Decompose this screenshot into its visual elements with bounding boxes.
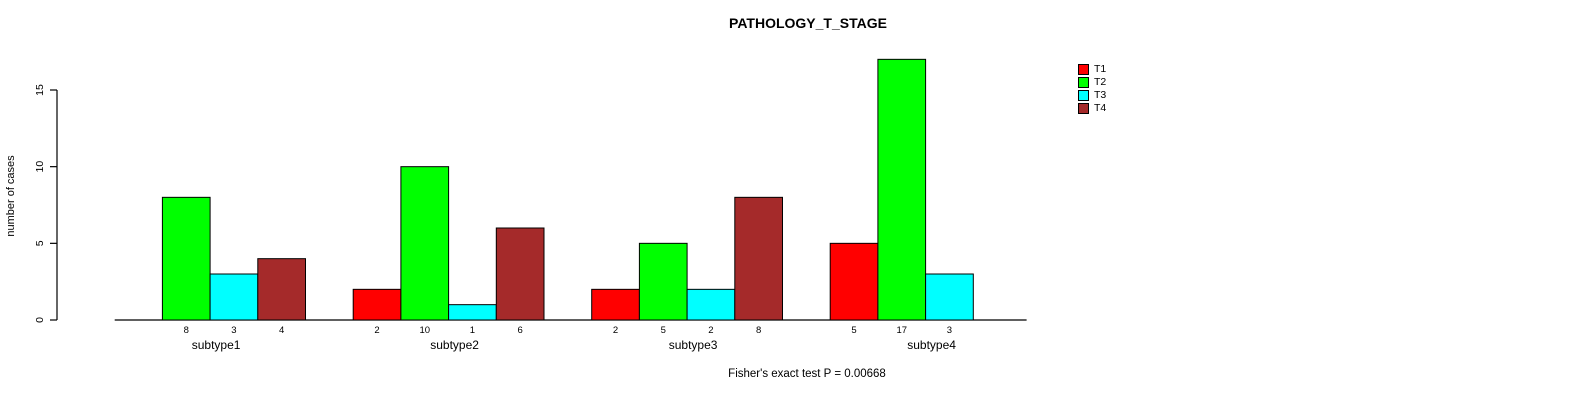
y-tick-label: 0 <box>34 317 46 323</box>
legend-item-T1: T1 <box>1078 64 1106 75</box>
bar-count-label: 2 <box>613 325 618 336</box>
axis-tick-labels: 0 5 10 15 8 3 4 subtype1 2 10 1 6 subtype2 2 5 2 8 subtyp… <box>34 84 956 352</box>
bar-count-label: 17 <box>896 325 907 336</box>
bar-count-label: 1 <box>470 325 475 336</box>
bar-subtype2-T3 <box>448 304 497 321</box>
bar-count-label: 10 <box>419 325 430 336</box>
bar-count-label: 2 <box>374 325 379 336</box>
bar-subtype4-T3 <box>925 273 974 321</box>
bar-count-label: 4 <box>279 325 284 336</box>
bar-subtype3-T4 <box>734 196 783 321</box>
bar-count-label: 5 <box>661 325 666 336</box>
bar-count-label: 3 <box>231 325 236 336</box>
bar-subtype1-T2 <box>161 196 211 321</box>
legend-swatch-T3 <box>1078 90 1089 101</box>
legend: T1 T2 T3 T4 <box>1078 64 1106 114</box>
legend-item-T4: T4 <box>1078 103 1106 114</box>
category-label-subtype4: subtype4 <box>907 338 956 352</box>
legend-label: T1 <box>1094 63 1107 75</box>
bar-count-label: 8 <box>756 325 761 336</box>
category-label-subtype1: subtype1 <box>192 338 241 352</box>
y-axis-label: number of cases <box>5 155 17 237</box>
bars <box>161 58 974 321</box>
bar-subtype1-T3 <box>209 273 259 321</box>
bar-subtype1-T4 <box>257 258 306 321</box>
legend-item-T3: T3 <box>1078 90 1106 101</box>
bar-count-label: 3 <box>947 325 952 336</box>
bar-count-label: 5 <box>851 325 856 336</box>
bar-count-label: 8 <box>184 325 189 336</box>
fisher-test-note: Fisher's exact test P = 0.00668 <box>728 368 886 380</box>
bar-subtype4-T1 <box>829 242 879 321</box>
legend-swatch-T1 <box>1078 64 1089 75</box>
bar-subtype4-T2 <box>877 58 927 321</box>
bar-count-label: 6 <box>518 325 523 336</box>
bar-subtype2-T1 <box>352 288 402 321</box>
bar-subtype3-T3 <box>686 288 736 321</box>
chart-title: PATHOLOGY_T_STAGE <box>729 15 887 31</box>
legend-label: T2 <box>1094 76 1107 88</box>
legend-item-T2: T2 <box>1078 77 1106 88</box>
category-label-subtype3: subtype3 <box>669 338 718 352</box>
y-tick-label: 15 <box>34 84 46 96</box>
y-tick-label: 10 <box>34 161 46 173</box>
bar-subtype2-T4 <box>495 227 545 321</box>
bar-subtype3-T2 <box>638 242 688 321</box>
bar-subtype2-T2 <box>400 166 450 321</box>
legend-swatch-T2 <box>1078 77 1089 88</box>
legend-label: T3 <box>1094 89 1107 101</box>
y-tick-label: 5 <box>34 240 46 246</box>
legend-swatch-T4 <box>1078 103 1089 114</box>
category-label-subtype2: subtype2 <box>430 338 479 352</box>
bar-count-label: 2 <box>708 325 713 336</box>
bar-subtype3-T1 <box>591 288 640 321</box>
legend-label: T4 <box>1094 102 1107 114</box>
